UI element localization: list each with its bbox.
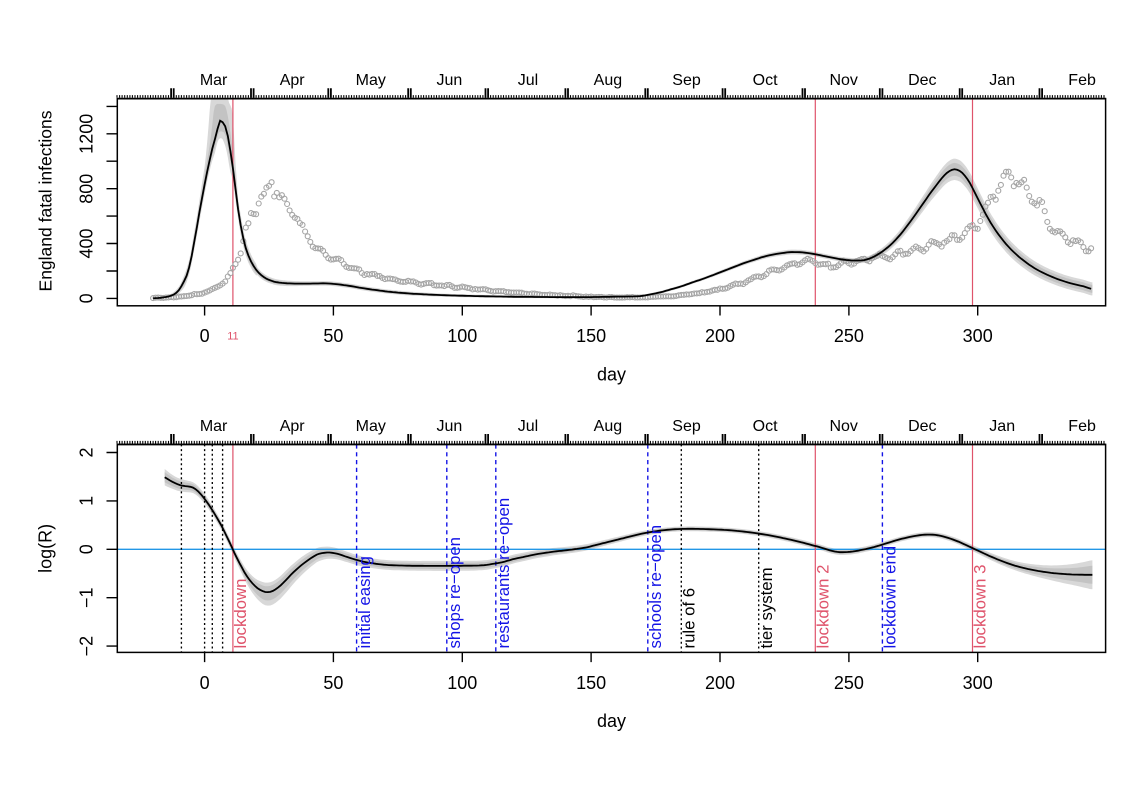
svg-text:200: 200 — [705, 326, 735, 346]
svg-text:250: 250 — [834, 326, 864, 346]
svg-text:lockdown: lockdown — [231, 579, 250, 649]
svg-text:schools re−open: schools re−open — [646, 525, 665, 649]
svg-text:rule of 6: rule of 6 — [680, 588, 699, 649]
svg-text:May: May — [356, 418, 386, 435]
svg-text:restaurants re−open: restaurants re−open — [494, 498, 513, 649]
svg-text:Oct: Oct — [753, 418, 778, 435]
svg-text:Dec: Dec — [908, 418, 936, 435]
svg-text:day: day — [597, 365, 626, 385]
svg-text:Sep: Sep — [672, 418, 701, 435]
svg-text:Jul: Jul — [518, 418, 538, 435]
svg-text:Mar: Mar — [200, 72, 228, 89]
svg-text:shops re−open: shops re−open — [445, 537, 464, 649]
svg-text:day: day — [597, 711, 626, 731]
svg-text:1: 1 — [77, 496, 97, 506]
svg-text:England fatal infections: England fatal infections — [36, 110, 56, 291]
svg-text:150: 150 — [576, 326, 606, 346]
svg-text:Jul: Jul — [518, 72, 538, 89]
svg-text:May: May — [356, 72, 386, 89]
svg-text:Jun: Jun — [437, 418, 463, 435]
svg-text:1200: 1200 — [77, 114, 97, 154]
svg-text:Jan: Jan — [989, 418, 1015, 435]
svg-text:Feb: Feb — [1068, 418, 1096, 435]
svg-text:0: 0 — [77, 544, 97, 554]
svg-text:2: 2 — [77, 447, 97, 457]
svg-text:Feb: Feb — [1068, 72, 1096, 89]
svg-text:lockdown end: lockdown end — [881, 546, 900, 649]
svg-text:300: 300 — [963, 326, 993, 346]
svg-text:Apr: Apr — [280, 418, 306, 435]
svg-text:Nov: Nov — [829, 418, 857, 435]
svg-text:Aug: Aug — [594, 72, 622, 89]
svg-text:log(R): log(R) — [36, 524, 56, 573]
svg-text:50: 50 — [323, 326, 343, 346]
svg-text:tier system: tier system — [757, 567, 776, 648]
svg-text:Nov: Nov — [829, 72, 857, 89]
svg-text:100: 100 — [447, 673, 477, 693]
svg-text:800: 800 — [77, 174, 97, 204]
svg-text:Sep: Sep — [672, 72, 701, 89]
svg-text:Apr: Apr — [280, 72, 306, 89]
svg-text:Dec: Dec — [908, 72, 936, 89]
svg-text:50: 50 — [323, 673, 343, 693]
svg-text:250: 250 — [834, 673, 864, 693]
svg-text:Aug: Aug — [594, 418, 622, 435]
svg-text:150: 150 — [576, 673, 606, 693]
svg-text:Oct: Oct — [753, 72, 778, 89]
svg-text:300: 300 — [963, 673, 993, 693]
svg-text:Mar: Mar — [200, 418, 228, 435]
svg-text:Jun: Jun — [437, 72, 463, 89]
svg-text:Jan: Jan — [989, 72, 1015, 89]
svg-text:400: 400 — [77, 228, 97, 258]
svg-text:0: 0 — [200, 326, 210, 346]
svg-text:initial easing: initial easing — [355, 556, 374, 648]
svg-text:0: 0 — [200, 673, 210, 693]
svg-text:−2: −2 — [77, 636, 97, 657]
svg-text:100: 100 — [447, 326, 477, 346]
svg-text:lockdown 3: lockdown 3 — [971, 565, 990, 649]
svg-text:200: 200 — [705, 673, 735, 693]
svg-text:−1: −1 — [77, 587, 97, 608]
svg-text:0: 0 — [77, 293, 97, 303]
svg-text:11: 11 — [227, 331, 238, 343]
svg-text:lockdown 2: lockdown 2 — [814, 565, 833, 649]
